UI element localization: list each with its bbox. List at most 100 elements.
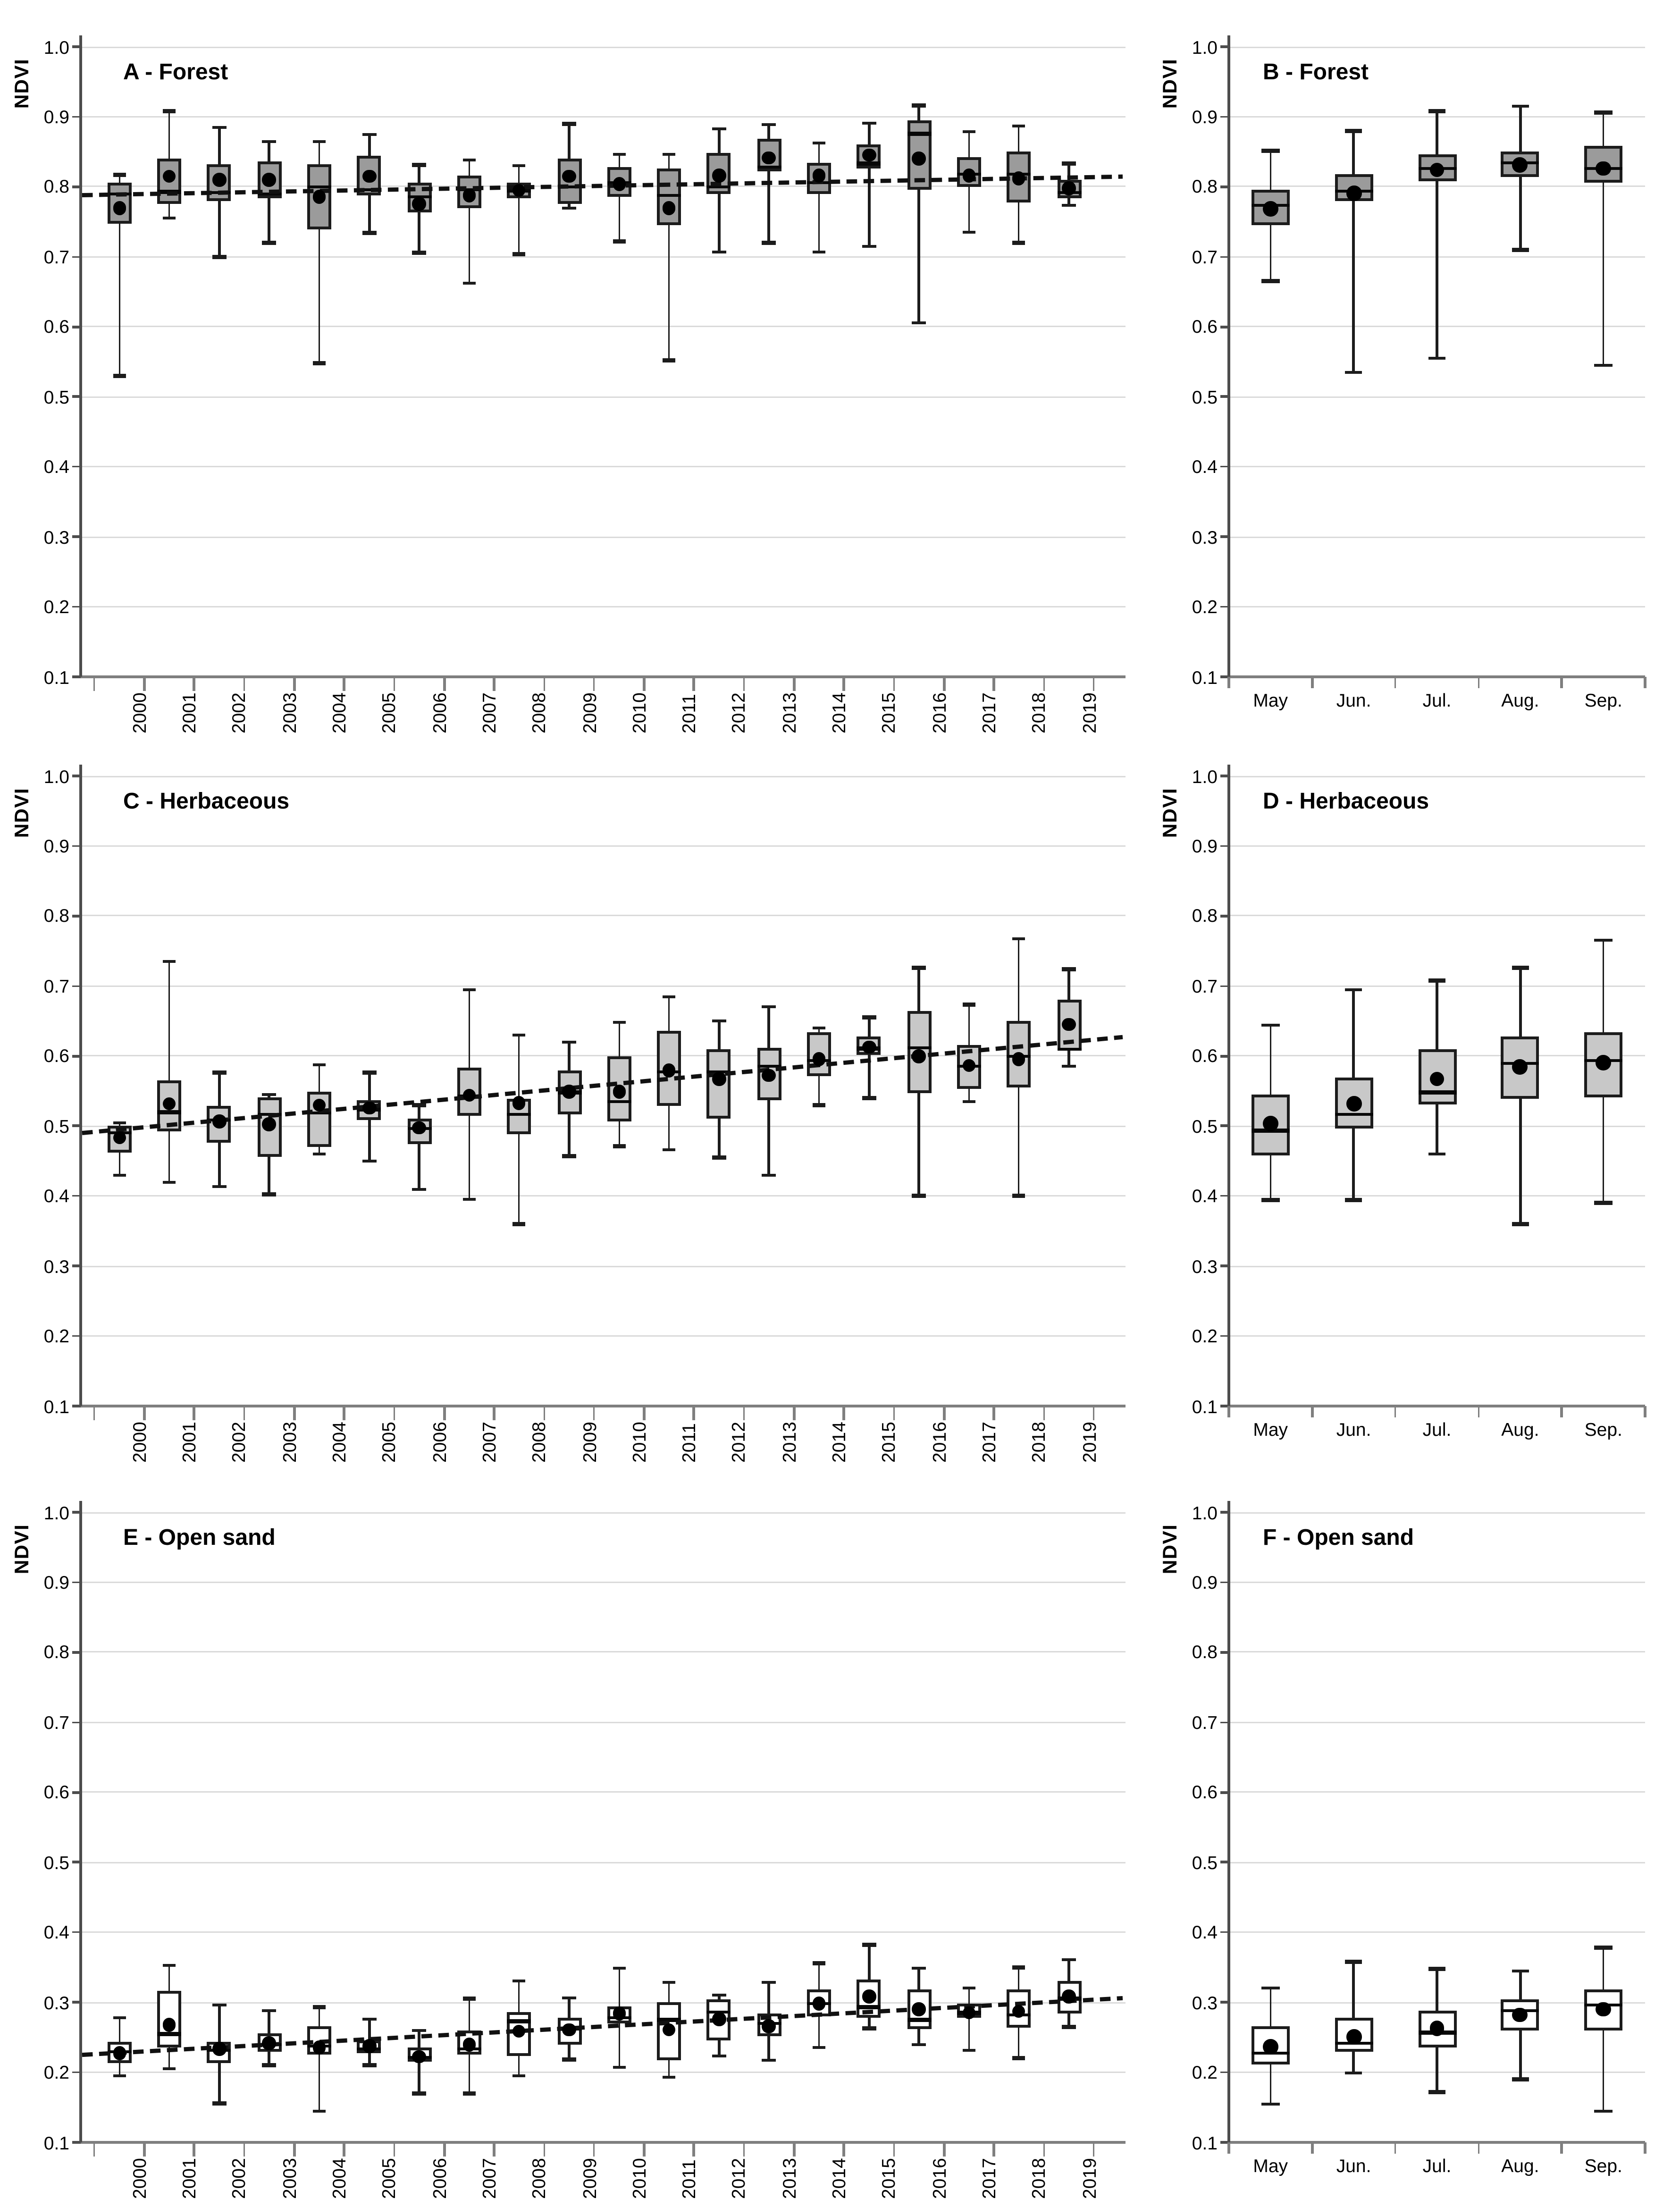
y-tick-label: 1.0 xyxy=(43,765,69,787)
y-tick xyxy=(72,396,81,398)
x-category-label: 2010 xyxy=(628,1422,650,1463)
x-tick xyxy=(843,1406,845,1420)
x-tick xyxy=(93,1406,96,1420)
x-tick xyxy=(243,1406,246,1420)
box-mean-dot xyxy=(162,2018,176,2032)
y-tick-label: 0.8 xyxy=(43,1642,69,1663)
box-whisker xyxy=(1352,1962,1355,2073)
y-tick xyxy=(72,325,81,328)
y-tick xyxy=(1220,1405,1229,1407)
x-tick xyxy=(343,2142,345,2157)
box-whisker-cap xyxy=(212,1185,227,1189)
box-rect xyxy=(907,1989,931,2030)
gridline xyxy=(81,2072,1126,2073)
box-whisker-cap xyxy=(1345,1198,1363,1202)
box-whisker-cap xyxy=(962,129,976,134)
box-whisker-cap xyxy=(912,2042,926,2046)
box-median-line xyxy=(707,185,731,189)
gridline xyxy=(1229,845,1645,847)
box-whisker-cap xyxy=(1345,129,1363,133)
box-mean-dot xyxy=(562,169,576,183)
x-axis-line xyxy=(81,2141,1126,2144)
y-tick xyxy=(72,2141,81,2144)
box-whisker-cap xyxy=(962,230,976,234)
box-mean-dot xyxy=(812,1053,826,1067)
box-mean-dot xyxy=(912,1049,926,1063)
box-median-line xyxy=(357,187,381,192)
box-whisker-cap xyxy=(662,152,676,156)
x-tick xyxy=(1561,677,1563,688)
x-axis-line xyxy=(1229,675,1645,678)
y-tick xyxy=(1220,1721,1229,1724)
x-category-label: 2018 xyxy=(1028,1422,1050,1463)
box-whisker-cap xyxy=(212,1071,227,1075)
box-whisker-cap xyxy=(712,1993,726,1997)
y-tick xyxy=(72,2001,81,2004)
box-whisker-cap xyxy=(162,960,176,963)
box-whisker-cap xyxy=(812,250,826,254)
box-whisker-cap xyxy=(1062,162,1076,166)
plot-area xyxy=(1220,35,1646,688)
y-tick-label: 0.5 xyxy=(1192,1115,1218,1137)
x-tick xyxy=(1644,677,1646,688)
y-tick xyxy=(1220,2141,1229,2144)
box-mean-dot xyxy=(962,2006,976,2020)
box-median-line xyxy=(657,193,681,197)
box-whisker-cap xyxy=(412,1187,426,1191)
box-mean-dot xyxy=(762,1069,776,1083)
x-tick xyxy=(1092,1406,1095,1420)
box-mean-dot xyxy=(1263,2039,1278,2055)
x-tick xyxy=(393,1406,395,1420)
trend-line xyxy=(82,1035,1123,1135)
x-tick xyxy=(892,2142,895,2157)
x-category-label: 2008 xyxy=(528,692,550,733)
box-whisker-cap xyxy=(862,2026,876,2030)
y-tick xyxy=(72,1264,81,1267)
box-whisker-cap xyxy=(1261,1198,1279,1202)
box-whisker-cap xyxy=(1261,1987,1279,1990)
y-tick-label: 0.8 xyxy=(43,905,69,927)
x-tick xyxy=(1227,677,1230,688)
box-mean-dot xyxy=(412,1121,426,1135)
panel-title: B - Forest xyxy=(1263,61,1369,85)
x-category-label: 2016 xyxy=(928,692,949,733)
y-tick-label: 0.2 xyxy=(43,2062,69,2083)
box-whisker-cap xyxy=(1511,2077,1529,2081)
box-mean-dot xyxy=(862,148,876,162)
x-category-label: 2002 xyxy=(228,2158,250,2199)
x-category-label: 2004 xyxy=(328,692,350,733)
x-category-label: 2014 xyxy=(828,1422,849,1463)
x-tick xyxy=(643,1406,646,1420)
y-tick xyxy=(1220,844,1229,847)
box-whisker-cap xyxy=(1012,1965,1026,1969)
y-tick xyxy=(72,1405,81,1407)
y-tick xyxy=(1220,915,1229,918)
plot-area xyxy=(1220,765,1646,1417)
y-tick xyxy=(1220,255,1229,258)
trend-line xyxy=(82,1996,1123,2057)
box-mean-dot xyxy=(312,2041,326,2055)
y-tick xyxy=(1220,2001,1229,2004)
box-whisker-cap xyxy=(162,216,176,220)
y-tick xyxy=(1220,535,1229,538)
box-whisker-cap xyxy=(812,1026,826,1030)
y-tick xyxy=(1220,325,1229,328)
y-tick-label: 0.2 xyxy=(1192,596,1218,618)
box-whisker-cap xyxy=(462,281,476,285)
box-whisker-cap xyxy=(662,358,676,362)
box-whisker-cap xyxy=(762,1981,776,1985)
y-axis-title: NDVI xyxy=(10,58,33,109)
x-tick xyxy=(293,1406,295,1420)
box-whisker-cap xyxy=(612,2065,626,2069)
y-tick-label: 0.1 xyxy=(1192,1395,1218,1417)
gridline xyxy=(81,326,1126,328)
box-whisker-cap xyxy=(712,126,726,131)
trend-line-segment xyxy=(82,1035,1123,1135)
box-mean-dot xyxy=(512,1096,526,1110)
box-whisker-cap xyxy=(712,2054,726,2058)
x-tick xyxy=(992,677,995,691)
y-tick xyxy=(72,1335,81,1338)
box-whisker xyxy=(1519,106,1521,250)
x-tick xyxy=(1092,677,1095,691)
x-category-label: 2014 xyxy=(828,692,849,733)
